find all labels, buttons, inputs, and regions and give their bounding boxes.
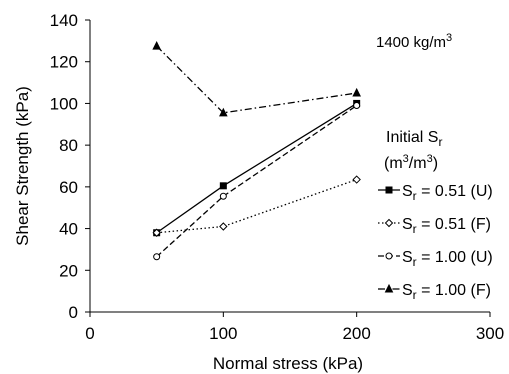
x-axis-title: Normal stress (kPa) <box>213 354 363 373</box>
legend-marker <box>384 283 394 293</box>
x-tick-label: 200 <box>342 324 370 343</box>
data-point <box>352 175 361 184</box>
data-point <box>219 192 227 200</box>
data-point <box>152 40 161 50</box>
legend-title-line2: (m3/m3) <box>384 153 438 172</box>
density-annotation-value: 1400 kg/m <box>376 34 446 51</box>
y-axis-title: Shear Strength (kPa) <box>13 86 32 246</box>
series-3 <box>153 102 361 261</box>
density-annotation-sup: 3 <box>446 32 452 44</box>
series-line <box>156 102 358 234</box>
series-4 <box>152 40 361 117</box>
legend-marker <box>385 186 393 194</box>
legend-unit-sup1: 3 <box>403 153 409 165</box>
legend-title-base: Initial S <box>386 129 438 146</box>
y-tick-label: 120 <box>50 53 78 72</box>
series-line <box>156 104 358 258</box>
legend-unit-mid: /m <box>409 155 427 172</box>
legend-entry: Sr = 1.00 (F) <box>378 282 491 302</box>
legend-entry: Sr = 0.51 (U) <box>378 183 493 203</box>
y-tick-label: 60 <box>59 178 78 197</box>
y-tick-label: 0 <box>69 303 78 322</box>
legend-unit-sup2: 3 <box>427 153 433 165</box>
data-point <box>219 182 227 190</box>
legend-unit-close: ) <box>433 155 438 172</box>
ticks: 0 20 40 60 80 100 120 140 0 100 200 300 <box>50 11 505 343</box>
legend-marker <box>384 218 394 228</box>
legend-label: Sr = 0.51 (F) <box>402 216 491 236</box>
density-annotation: 1400 kg/m3 <box>376 32 452 51</box>
data-point <box>352 87 361 97</box>
data-point <box>219 107 228 117</box>
legend-title-line1: Initial Sr <box>386 129 442 149</box>
y-tick-label: 140 <box>50 11 78 30</box>
legend-entry: Sr = 1.00 (U) <box>378 249 493 269</box>
y-tick-label: 40 <box>59 220 78 239</box>
series-line <box>156 45 357 114</box>
x-tick-label: 300 <box>476 324 504 343</box>
legend-entry: Sr = 0.51 (F) <box>378 216 491 236</box>
legend-label: Sr = 1.00 (U) <box>402 249 493 269</box>
x-tick-label: 0 <box>85 324 94 343</box>
data-point <box>219 222 228 231</box>
data-point <box>152 228 161 237</box>
y-tick-label: 20 <box>59 261 78 280</box>
y-tick-label: 80 <box>59 136 78 155</box>
y-tick-label: 100 <box>50 94 78 113</box>
series-1 <box>153 99 361 237</box>
legend-label: Sr = 0.51 (U) <box>402 183 493 203</box>
series-2 <box>152 175 361 237</box>
legend: Initial Sr (m3/m3) Sr = 0.51 (U)Sr = 0.5… <box>378 129 493 302</box>
legend-marker <box>385 252 393 260</box>
series-layer <box>152 40 361 261</box>
data-point <box>353 102 361 110</box>
legend-label: Sr = 1.00 (F) <box>402 282 491 302</box>
data-point <box>153 253 161 261</box>
series-line <box>156 178 357 234</box>
legend-title-sub: r <box>438 135 442 149</box>
x-tick-label: 100 <box>209 324 237 343</box>
legend-unit-open: (m <box>384 155 403 172</box>
axes <box>89 20 490 313</box>
legend-entries: Sr = 0.51 (U) Sr = 0.51 (F) Sr = 1.00 (U) S… <box>378 183 493 302</box>
